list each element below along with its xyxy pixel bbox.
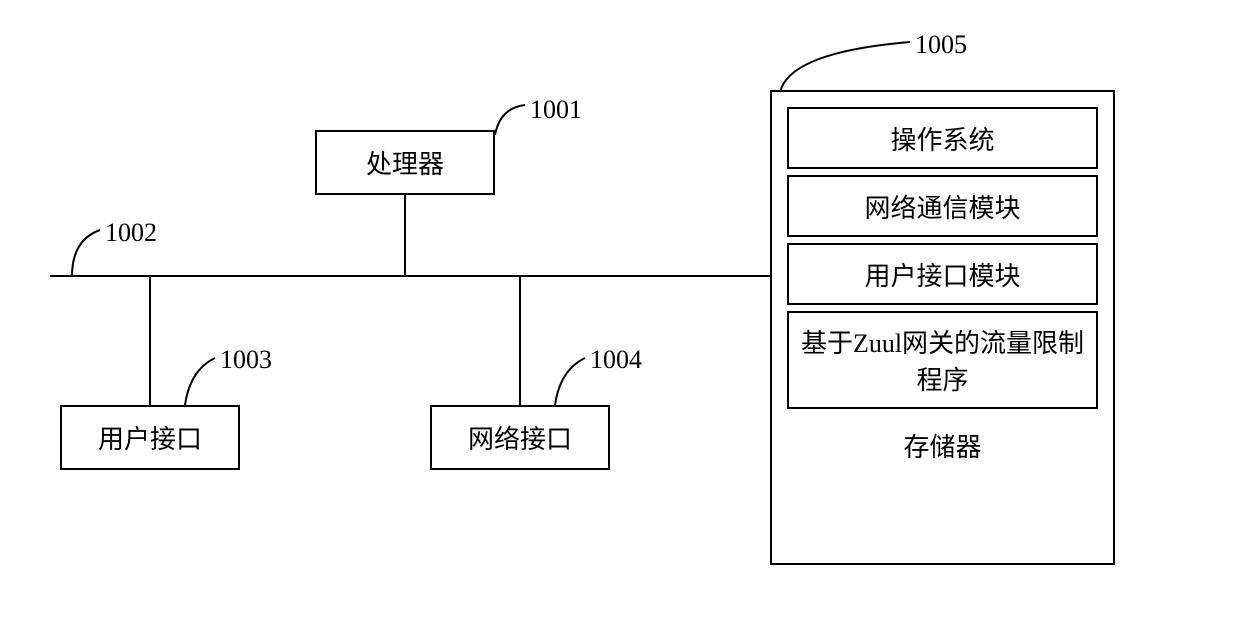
user-interface-box: 用户接口 xyxy=(60,405,240,470)
network-interface-box: 网络接口 xyxy=(430,405,610,470)
connector-line xyxy=(519,276,521,405)
memory-item-ui-module: 用户接口模块 xyxy=(787,243,1098,305)
memory-item-net-comm-label: 网络通信模块 xyxy=(864,188,1020,225)
bus-label-num: 1002 xyxy=(105,218,157,248)
memory-item-ui-module-label: 用户接口模块 xyxy=(864,256,1020,293)
processor-box: 处理器 xyxy=(315,130,495,195)
diagram-canvas: 1002 处理器 1001 用户接口 1003 网络接口 1004 操作系统网络通信模块用户接… xyxy=(0,0,1240,625)
network-interface-label: 网络接口 xyxy=(468,419,572,456)
memory-item-os: 操作系统 xyxy=(787,107,1098,169)
memory-label-num: 1005 xyxy=(915,30,967,60)
processor-label: 处理器 xyxy=(366,144,444,181)
user-interface-label-num: 1003 xyxy=(220,345,272,375)
memory-title: 存储器 xyxy=(787,427,1098,464)
processor-label-num: 1001 xyxy=(530,95,582,125)
bus-line xyxy=(50,275,770,277)
connector-line xyxy=(404,195,406,276)
memory-item-net-comm: 网络通信模块 xyxy=(787,175,1098,237)
memory-item-os-label: 操作系统 xyxy=(890,120,994,157)
memory-box: 操作系统网络通信模块用户接口模块基于Zuul网关的流量限制程序存储器 xyxy=(770,90,1115,565)
user-interface-label: 用户接口 xyxy=(98,419,202,456)
network-interface-label-num: 1004 xyxy=(590,345,642,375)
memory-item-zuul-label: 基于Zuul网关的流量限制程序 xyxy=(793,323,1092,397)
connector-line xyxy=(149,276,151,405)
memory-item-zuul: 基于Zuul网关的流量限制程序 xyxy=(787,311,1098,409)
